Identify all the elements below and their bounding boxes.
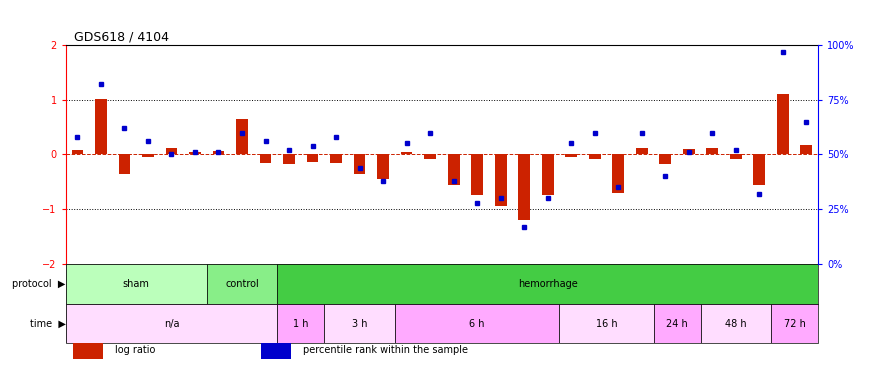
Bar [95,99,107,154]
Bar [277,304,325,344]
Bar [72,150,83,154]
Bar [354,154,366,174]
Text: control: control [225,279,259,289]
Bar [284,154,295,164]
Text: hemorrhage: hemorrhage [518,279,578,289]
Bar [636,148,648,154]
Bar [612,154,624,193]
Bar [395,304,559,344]
Bar [262,344,291,359]
Bar [730,154,742,159]
Text: time  ▶: time ▶ [30,318,66,328]
Text: GDS618 / 4104: GDS618 / 4104 [74,30,170,43]
Bar [424,154,436,159]
Bar [306,154,318,162]
Text: sham: sham [123,279,150,289]
Bar [377,154,389,179]
Text: 3 h: 3 h [352,318,367,328]
Bar [682,149,695,154]
Bar [448,154,459,184]
Bar [325,304,395,344]
Bar [777,94,788,154]
Bar [142,154,154,157]
Bar [66,264,206,304]
Text: percentile rank within the sample: percentile rank within the sample [303,345,467,355]
Bar [494,154,507,206]
Bar [589,154,600,159]
Bar [206,264,277,304]
Text: log ratio: log ratio [115,345,155,355]
Bar [330,154,342,163]
Bar [472,154,483,195]
Bar [518,154,530,220]
Bar [165,148,178,154]
Bar [189,152,201,154]
Bar [801,145,812,154]
Bar [66,304,277,344]
Bar [660,154,671,164]
Bar [213,151,224,154]
Text: 48 h: 48 h [725,318,746,328]
Text: 72 h: 72 h [784,318,806,328]
Bar [706,148,718,154]
Bar [701,304,771,344]
Bar [559,304,654,344]
Bar [74,344,103,359]
Bar [401,152,412,154]
Bar [118,154,130,174]
Bar [277,264,818,304]
Bar [260,154,271,163]
Bar [771,304,818,344]
Text: 1 h: 1 h [293,318,309,328]
Bar [236,119,248,154]
Text: protocol  ▶: protocol ▶ [12,279,66,289]
Text: 16 h: 16 h [596,318,617,328]
Bar [565,154,578,157]
Text: 24 h: 24 h [666,318,688,328]
Text: 6 h: 6 h [469,318,485,328]
Bar [542,154,554,195]
Bar [753,154,766,184]
Bar [654,304,701,344]
Text: n/a: n/a [164,318,179,328]
